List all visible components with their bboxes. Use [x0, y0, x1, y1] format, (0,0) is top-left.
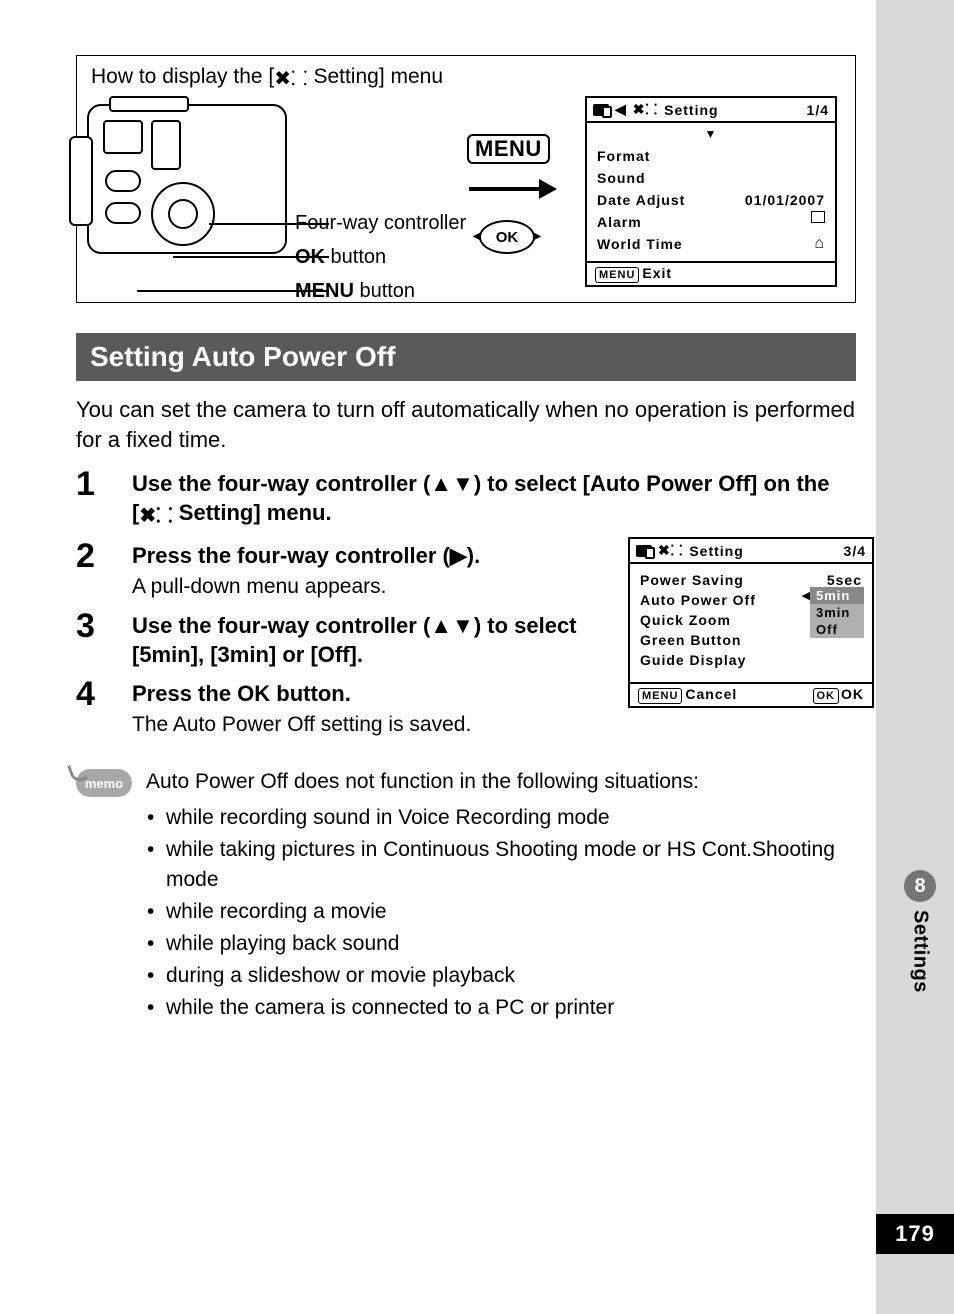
menu-button-icon: MENU: [467, 134, 550, 164]
screen2-item-label: Power Saving: [640, 570, 744, 590]
step2-head: Press the four-way controller (▶).: [132, 541, 480, 570]
screen2-header-title: Setting: [689, 543, 743, 559]
lcd-tool-icon: ✖⸬: [633, 100, 658, 119]
mini-menu-icon: MENU: [595, 267, 639, 283]
step3-head: Use the four-way controller (▲▼) to sele…: [132, 611, 602, 669]
step4-sub: The Auto Power Off setting is saved.: [132, 710, 471, 739]
tool-icon: ✖⸬: [139, 505, 172, 527]
dropdown-option: Off: [810, 621, 864, 638]
left-arrow-icon: ◀: [802, 589, 810, 602]
memo-badge: memo: [76, 767, 134, 1025]
memo-bullets: while recording sound in Voice Recording…: [146, 803, 846, 1023]
camera-back-illustration: [87, 104, 287, 254]
checkbox-icon: [811, 211, 825, 223]
screen2-item-label: Green Button: [640, 630, 741, 650]
chapter-number-badge: 8: [904, 870, 936, 902]
menu-label-suffix: button: [354, 280, 415, 302]
side-chapter-label: 8 Settings: [904, 870, 936, 993]
howto-box: How to display the [✖⸬ Setting] menu Fou…: [76, 55, 856, 303]
screen1-item-label: Format: [597, 145, 650, 167]
memo-block: memo Auto Power Off does not function in…: [76, 767, 846, 1025]
howto-title: How to display the [✖⸬ Setting] menu: [91, 64, 443, 91]
camera-callout-labels: Four-way controller OK button MENU butto…: [295, 206, 466, 308]
step2-sub: A pull-down menu appears.: [132, 572, 480, 601]
screen1-footer: Exit: [642, 265, 672, 281]
chapter-title: Settings: [909, 910, 932, 993]
memo-bullet: while playing back sound: [166, 929, 846, 959]
lcd-screen-setting-3-4: ✖⸬Setting 3/4 Power Saving5sec Auto Powe…: [628, 537, 874, 708]
camera-tab-icon: [593, 104, 609, 116]
fourway-label: Four-way controller: [295, 206, 466, 240]
ok-button-icon: OK◀▶: [479, 220, 535, 254]
memo-lead: Auto Power Off does not function in the …: [146, 767, 846, 797]
screen1-item-label: World Time: [597, 233, 683, 255]
step-number: 3: [76, 611, 132, 669]
tool-icon: ✖⸬: [274, 68, 307, 90]
right-gutter: [876, 0, 954, 1314]
howto-title-pre: How to display the [: [91, 65, 274, 88]
mini-menu-icon: MENU: [638, 688, 682, 704]
arrow-right-icon: [467, 176, 557, 202]
screen1-item-value: 01/01/2007: [745, 189, 825, 211]
screen1-item-label: Date Adjust: [597, 189, 685, 211]
ok-label-suffix: button: [325, 246, 386, 268]
step-number: 4: [76, 679, 132, 739]
screen1-header-page: 1/4: [807, 102, 829, 118]
screen2-footer-right: OK: [841, 686, 864, 702]
camera-tab-icon: [636, 545, 652, 557]
step-1: 1 Use the four-way controller (▲▼) to se…: [76, 469, 856, 531]
howto-title-mid: Setting] menu: [313, 65, 443, 88]
dropdown-option-selected: 5min: [810, 587, 864, 604]
step-number: 2: [76, 541, 132, 601]
screen1-item-label: Alarm: [597, 211, 642, 233]
screen2-item-label: Quick Zoom: [640, 610, 731, 630]
memo-bullet: while taking pictures in Continuous Shoo…: [166, 835, 846, 895]
memo-bullet: while recording a movie: [166, 897, 846, 927]
step1-head-post: Setting] menu.: [173, 500, 332, 525]
step4-head-post: button.: [270, 681, 351, 706]
screen2-item-label: Auto Power Off: [640, 590, 756, 610]
page-number: 179: [876, 1214, 954, 1254]
ok-label-bold: OK: [295, 246, 325, 268]
mini-ok-icon: OK: [813, 688, 840, 704]
lcd-screen-setting-1-4: ◀✖⸬Setting 1/4 ▼ Format Sound Date Adjus…: [585, 96, 837, 287]
screen2-item-label: Guide Display: [640, 650, 746, 670]
home-icon: ⌂: [814, 233, 825, 255]
memo-bullet: during a slideshow or movie playback: [166, 961, 846, 991]
step4-head-pre: Press the: [132, 681, 237, 706]
memo-bullet: while recording sound in Voice Recording…: [166, 803, 846, 833]
lcd-tool-icon: ✖⸬: [658, 541, 683, 560]
memo-badge-text: memo: [76, 769, 132, 797]
memo-bullet: while the camera is connected to a PC or…: [166, 993, 846, 1023]
screen1-item-label: Sound: [597, 167, 646, 189]
screen2-footer-left: Cancel: [685, 686, 737, 702]
section-heading: Setting Auto Power Off: [76, 333, 856, 381]
screen1-header-title: Setting: [664, 102, 718, 118]
step4-head-bold: OK: [237, 681, 270, 706]
step-number: 1: [76, 469, 132, 531]
menu-label-bold: MENU: [295, 280, 354, 302]
auto-power-off-dropdown: 5min 3min Off: [810, 587, 864, 638]
screen2-header-page: 3/4: [844, 543, 866, 559]
dropdown-option: 3min: [810, 604, 864, 621]
section-intro: You can set the camera to turn off autom…: [76, 395, 856, 455]
